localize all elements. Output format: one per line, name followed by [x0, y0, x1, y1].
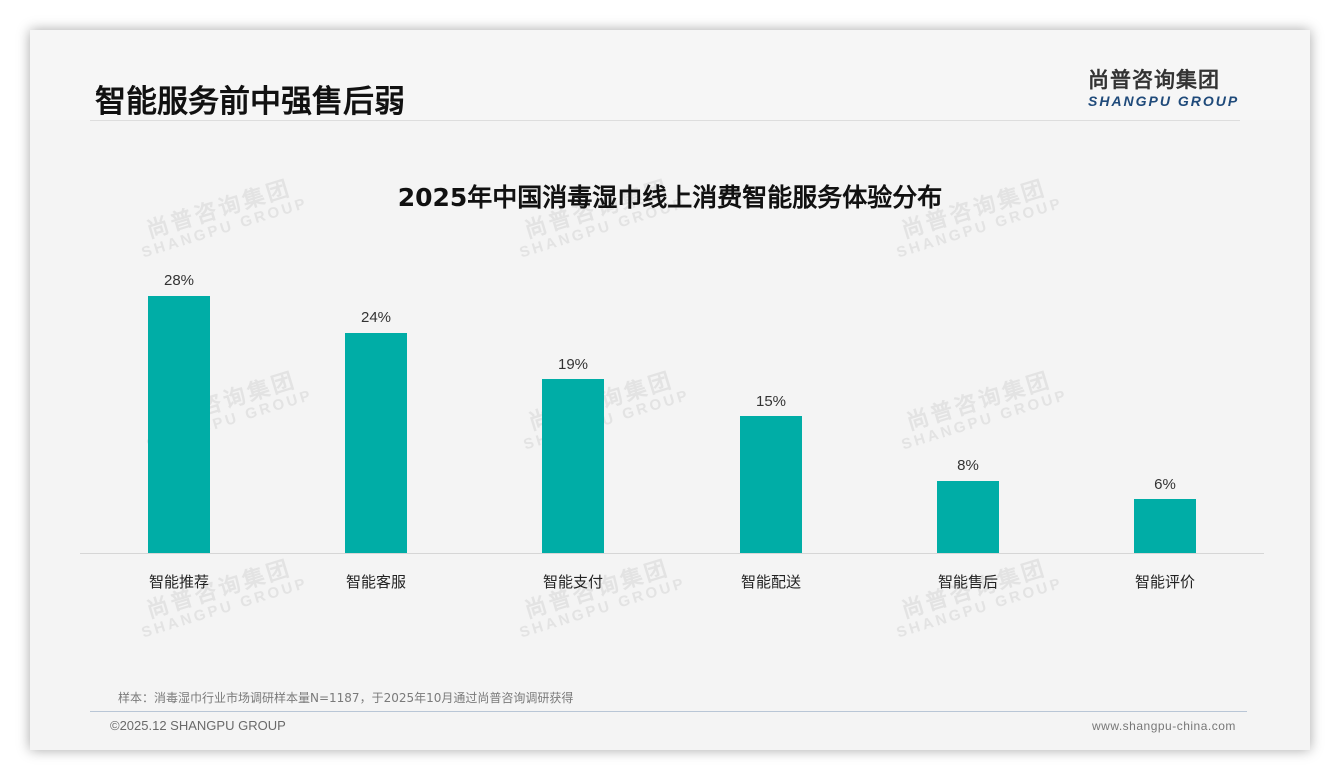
logo-cn: 尚普咨询集团	[1088, 68, 1220, 92]
category-label: 智能评价	[1134, 573, 1195, 591]
category-label: 智能推荐	[148, 573, 209, 591]
category-label: 智能客服	[345, 573, 406, 591]
bar-smart-payment	[542, 379, 604, 553]
bar-smart-customer-service	[345, 333, 407, 553]
category-label: 智能售后	[937, 573, 998, 591]
slide: 智能服务前中强售后弱 尚普咨询集团 SHANGPU GROUP 尚普咨询集团 SH…	[30, 30, 1310, 750]
value-label: 19%	[557, 356, 589, 373]
website-link[interactable]: www.shangpu-china.com	[1092, 719, 1236, 733]
category-label: 智能支付	[542, 573, 603, 591]
logo: 尚普咨询集团 SHANGPU GROUP	[1088, 64, 1248, 109]
bar-smart-delivery	[740, 416, 802, 553]
logo-en: SHANGPU GROUP	[1088, 93, 1240, 109]
chart-title: 2025年中国消毒湿巾线上消费智能服务体验分布	[397, 183, 943, 212]
value-label: 24%	[360, 309, 392, 326]
value-label: 8%	[957, 457, 979, 474]
title-divider	[90, 120, 1240, 121]
value-label: 28%	[163, 272, 195, 289]
page-title: 智能服务前中强售后弱	[95, 84, 405, 120]
x-axis-line	[80, 553, 1264, 554]
bar-smart-after-sales	[937, 481, 999, 553]
bar-smart-recommendation	[148, 296, 210, 553]
copyright: ©2025.12 SHANGPU GROUP	[110, 718, 286, 733]
value-label: 6%	[1154, 476, 1176, 493]
footer-divider	[90, 711, 1247, 712]
bar-smart-review	[1134, 499, 1196, 553]
category-label: 智能配送	[740, 573, 801, 591]
value-label: 15%	[755, 393, 787, 410]
header-band	[30, 30, 1310, 120]
sample-note: 样本：消毒湿巾行业市场调研样本量N=1187，于2025年10月通过尚普咨询调研…	[118, 691, 574, 705]
